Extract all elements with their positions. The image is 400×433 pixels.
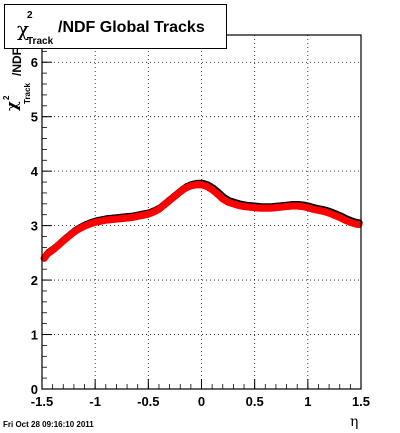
data-points (40, 179, 363, 262)
title-subscript: Track (27, 36, 54, 47)
y-tick-label: 2 (31, 273, 38, 288)
x-axis-label: η (350, 414, 359, 430)
chart-title: /NDF Global Tracks (58, 19, 205, 36)
y-axis-label-subscript: Track (23, 83, 32, 104)
chart-title-box: χ 2 Track /NDF Global Tracks (4, 4, 227, 49)
tick-labels: -1.5 -1 -0.5 0 0.5 1 1.5 0 1 2 3 4 5 6 (31, 55, 370, 409)
x-tick-label: -1 (89, 394, 101, 409)
y-tick-label: 3 (31, 219, 38, 234)
y-tick-label: 4 (31, 164, 39, 179)
y-tick-label: 6 (31, 55, 38, 70)
x-tick-label: 1 (304, 394, 311, 409)
title-superscript: 2 (27, 10, 33, 21)
y-axis-label: /NDF (10, 48, 24, 76)
y-tick-label: 0 (31, 382, 38, 397)
x-tick-label: 0 (198, 394, 205, 409)
x-tick-label: 0.5 (246, 394, 264, 409)
y-axis-label-chi: χ (3, 101, 21, 111)
y-tick-label: 5 (31, 110, 38, 125)
title-chi: χ (17, 17, 30, 41)
y-axis-label-superscript: 2 (2, 95, 11, 100)
x-tick-label: -0.5 (137, 394, 159, 409)
x-tick-label: 1.5 (352, 394, 370, 409)
timestamp: Fri Oct 28 09:16:10 2011 (3, 420, 94, 429)
x-tick-label: -1.5 (31, 394, 53, 409)
y-tick-label: 1 (31, 328, 38, 343)
